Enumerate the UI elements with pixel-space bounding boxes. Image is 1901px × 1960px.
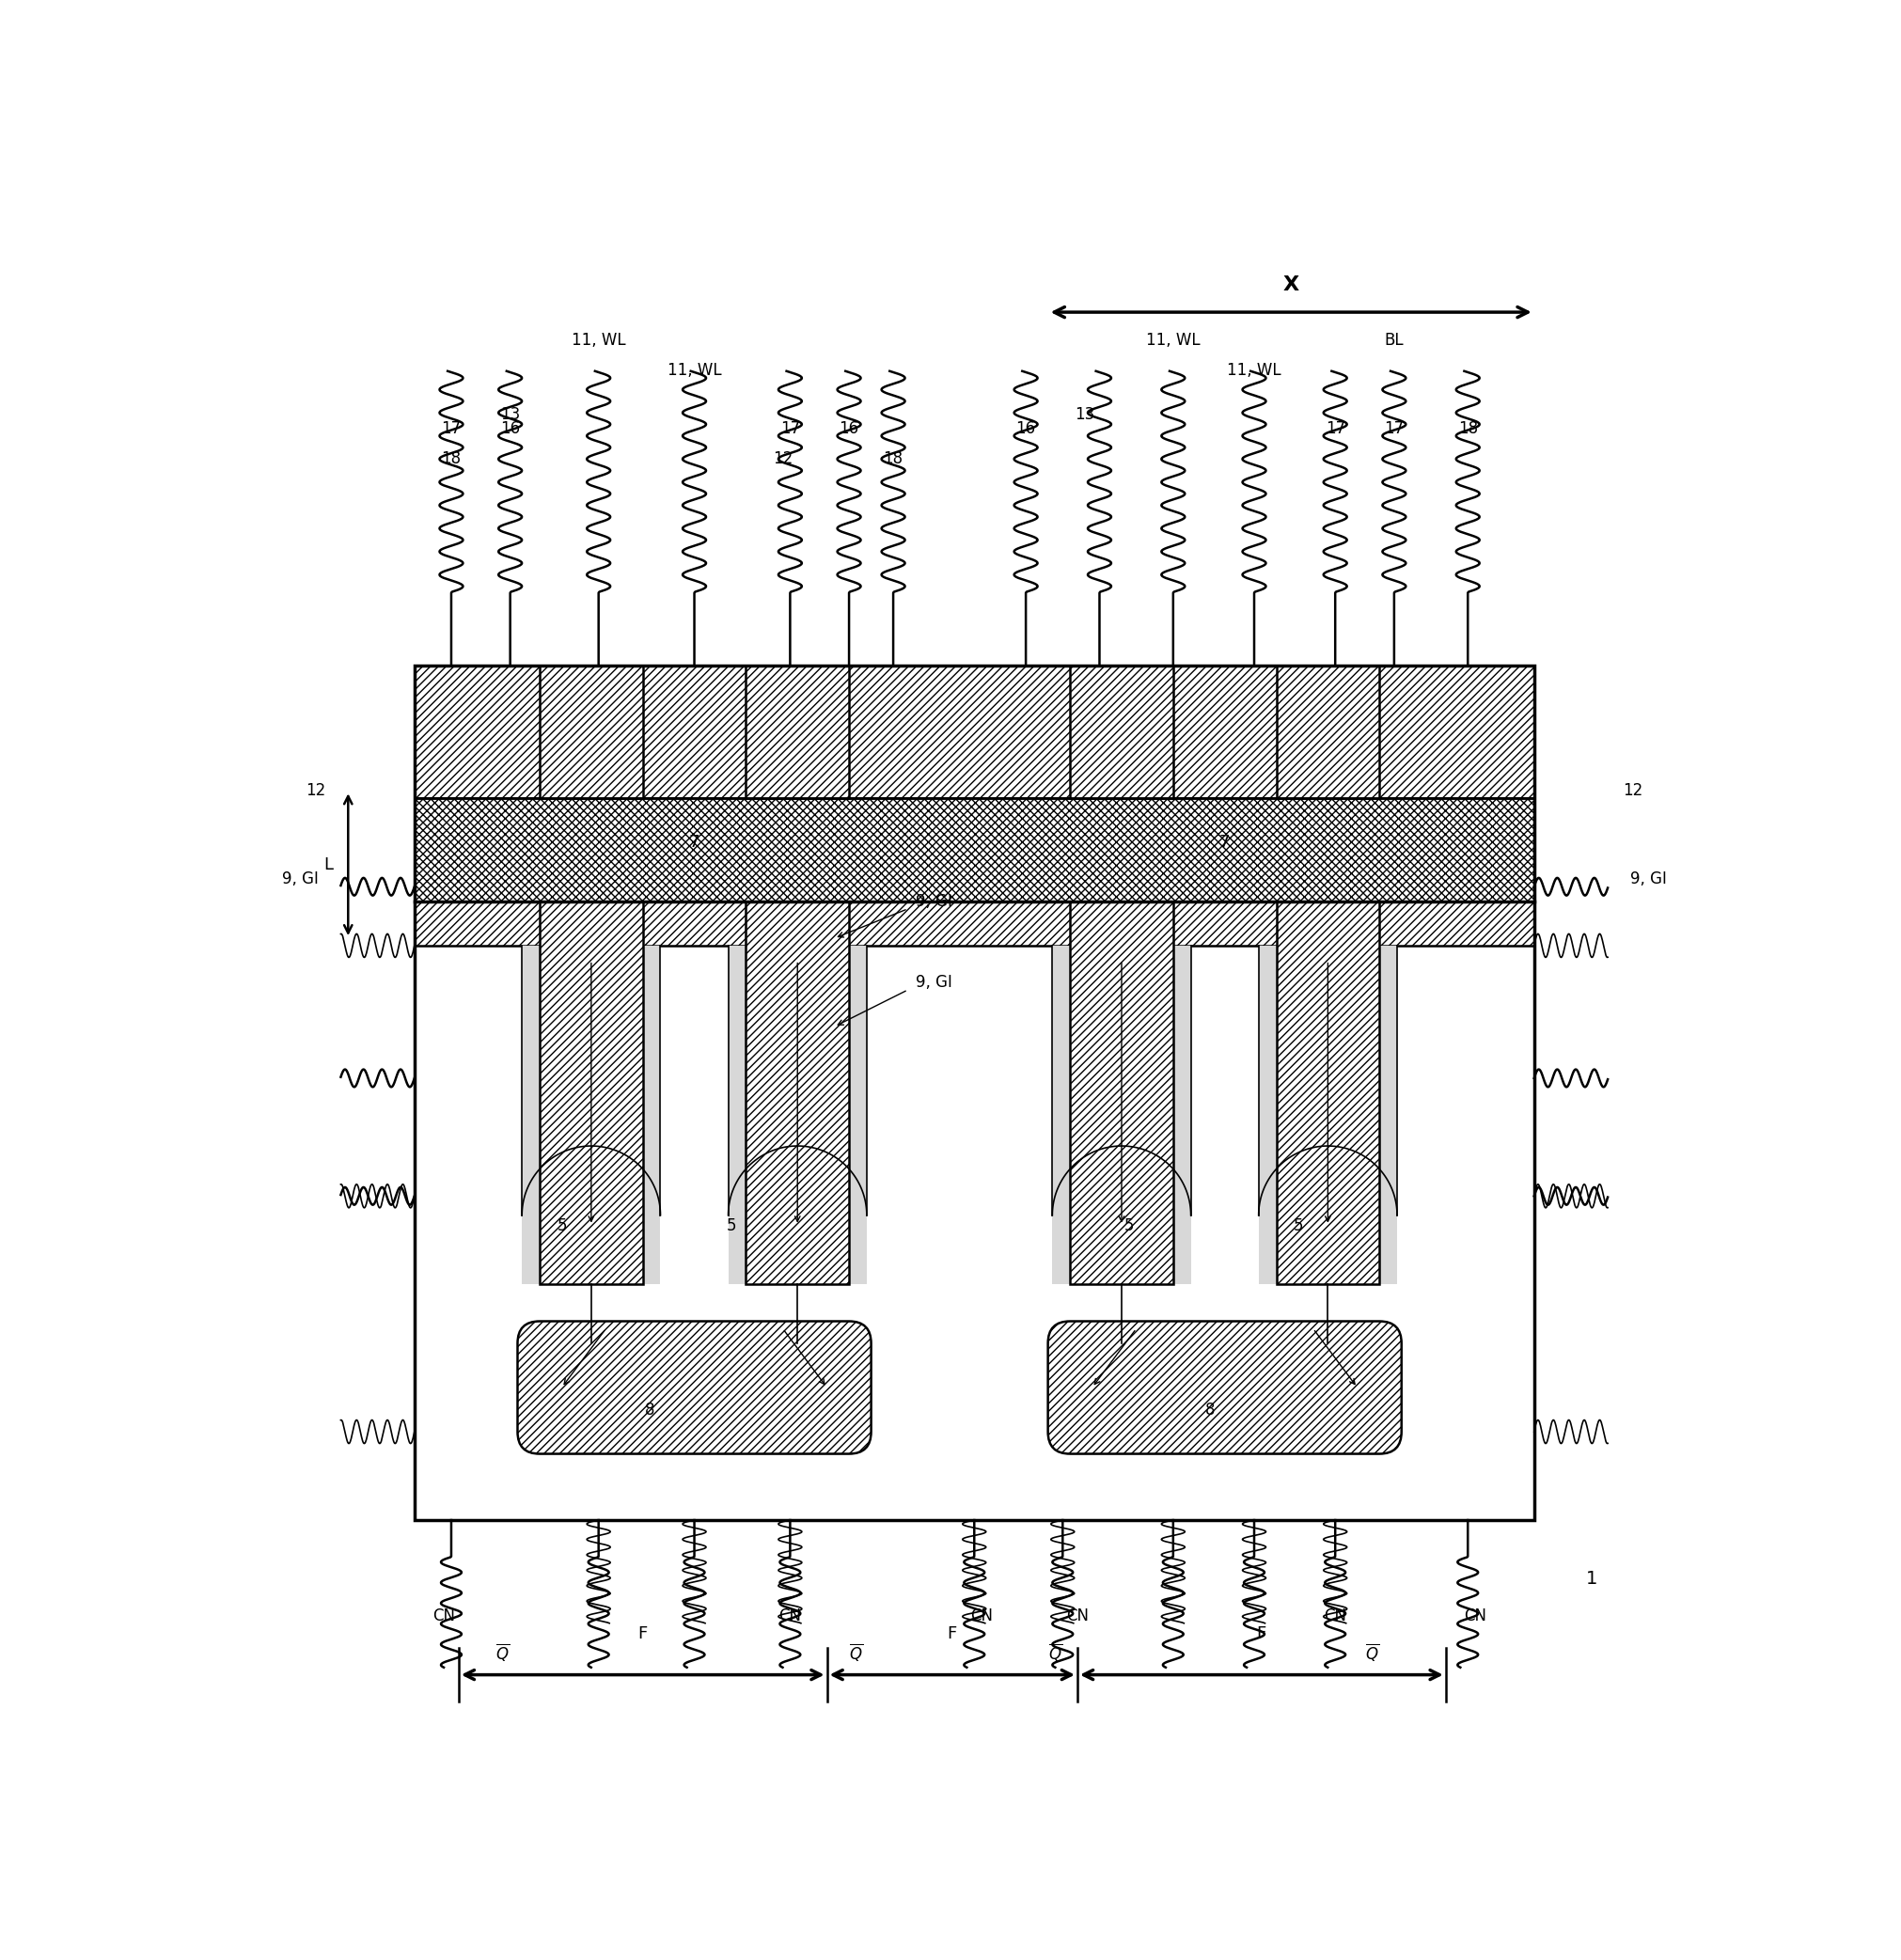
Text: 16: 16 (1015, 421, 1036, 437)
Text: $\overline{Q}$: $\overline{Q}$ (850, 1642, 863, 1664)
Bar (1070, 902, 1173, 1284)
Text: 12: 12 (306, 782, 327, 800)
Text: 1: 1 (1585, 1570, 1597, 1588)
Text: CN: CN (1066, 1607, 1089, 1625)
Text: BL: BL (1384, 331, 1403, 349)
Text: CN: CN (779, 1607, 802, 1625)
Text: CN: CN (970, 1607, 992, 1625)
Bar (1053, 945, 1190, 1284)
Bar (540, 902, 643, 1284)
Text: 9, GI: 9, GI (916, 974, 952, 992)
Bar (523, 945, 660, 1284)
Bar (414, 798, 1534, 902)
FancyBboxPatch shape (1047, 1321, 1401, 1454)
Bar (414, 666, 1534, 1521)
Text: 18: 18 (441, 451, 462, 466)
Text: 7: 7 (688, 835, 700, 851)
Text: 17: 17 (1384, 421, 1405, 437)
Text: CN: CN (433, 1607, 454, 1625)
Text: 17: 17 (779, 421, 800, 437)
Text: X: X (1283, 276, 1298, 294)
Text: $\overline{Q}$: $\overline{Q}$ (496, 1642, 509, 1664)
Text: 13: 13 (1074, 406, 1095, 423)
Text: 13: 13 (500, 406, 521, 423)
Bar (1258, 945, 1397, 1284)
Text: F: F (639, 1625, 648, 1642)
Text: 9, GI: 9, GI (281, 870, 319, 888)
Text: 11, WL: 11, WL (1228, 361, 1281, 378)
Text: 17: 17 (1325, 421, 1346, 437)
Text: $\overline{Q}$: $\overline{Q}$ (1047, 1642, 1063, 1664)
Text: 7: 7 (1219, 835, 1230, 851)
FancyBboxPatch shape (517, 1321, 871, 1454)
Text: 11, WL: 11, WL (667, 361, 720, 378)
Text: 18: 18 (1458, 421, 1477, 437)
Text: 8: 8 (1205, 1401, 1215, 1419)
Bar (745, 666, 850, 798)
Text: 16: 16 (500, 421, 521, 437)
Text: 5: 5 (1123, 1217, 1133, 1235)
Bar (1276, 666, 1380, 798)
Text: 8: 8 (644, 1401, 656, 1419)
Text: F: F (1257, 1625, 1266, 1642)
Text: 9, GI: 9, GI (1629, 870, 1667, 888)
Text: 16: 16 (838, 421, 859, 437)
Bar (540, 666, 643, 798)
Text: 5: 5 (557, 1217, 566, 1235)
Text: 18: 18 (884, 451, 903, 466)
Bar (414, 666, 1534, 798)
Bar (728, 945, 867, 1284)
Text: 11, WL: 11, WL (572, 331, 625, 349)
Text: L: L (323, 857, 333, 872)
Text: 9, GI: 9, GI (916, 894, 952, 909)
Bar (1276, 902, 1380, 1284)
Text: 17: 17 (441, 421, 462, 437)
Bar (414, 666, 1534, 1521)
Text: F: F (947, 1625, 956, 1642)
Text: 12: 12 (1623, 782, 1642, 800)
Text: CN: CN (1323, 1607, 1346, 1625)
Text: 5: 5 (726, 1217, 736, 1235)
Text: $\overline{Q}$: $\overline{Q}$ (1365, 1642, 1378, 1664)
Text: 12: 12 (772, 451, 793, 466)
Bar (1070, 666, 1173, 798)
Text: 5: 5 (1293, 1217, 1304, 1235)
Bar (414, 902, 1534, 945)
Text: CN: CN (1464, 1607, 1487, 1625)
Text: 11, WL: 11, WL (1146, 331, 1200, 349)
Bar (745, 902, 850, 1284)
